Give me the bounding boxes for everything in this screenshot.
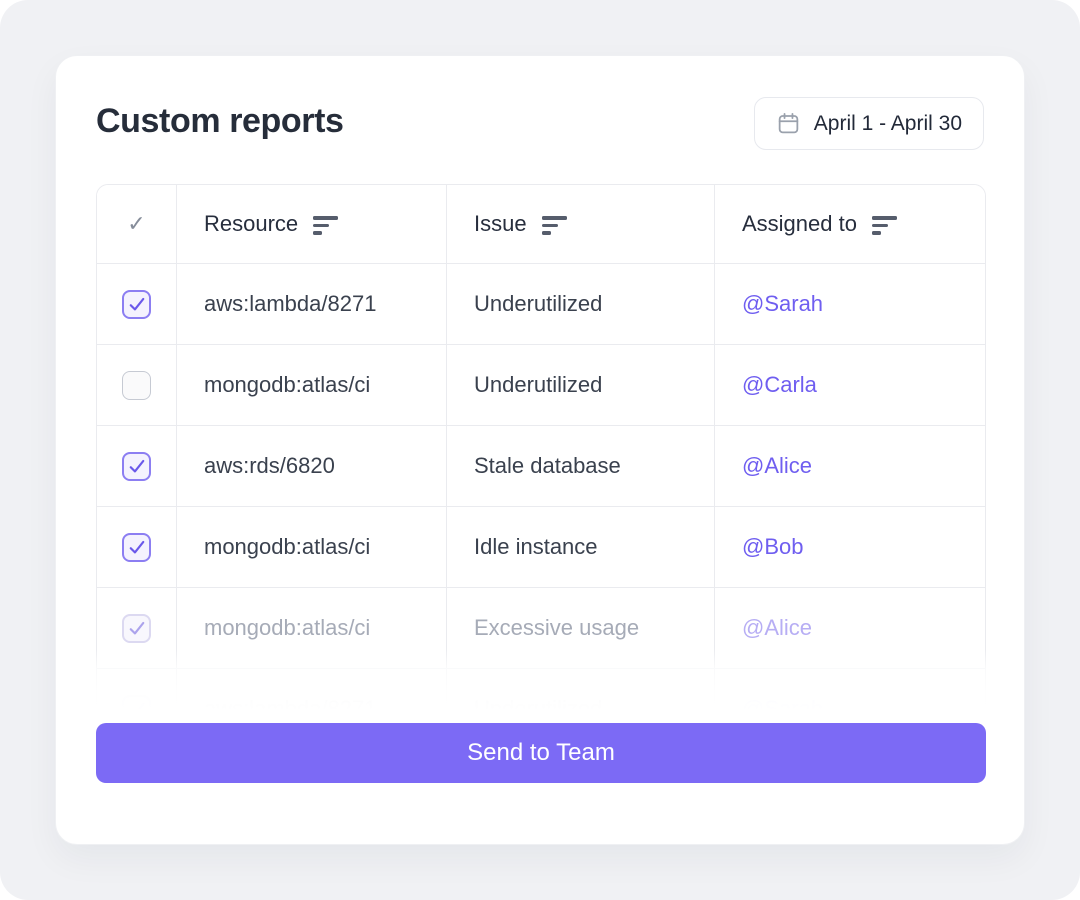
send-to-team-button[interactable]: Send to Team (96, 723, 986, 783)
assignee-link[interactable]: @Alice (742, 453, 813, 478)
sort-icon (313, 216, 339, 235)
checkmark-icon (129, 702, 144, 711)
table-row: aws:rds/6820 Stale database @Alice (97, 426, 985, 507)
assignee-link[interactable]: @Sarah (742, 291, 824, 316)
issue-cell: Underutilized (447, 345, 715, 426)
checkbox-cell (97, 264, 177, 345)
table-row: mongodb:atlas/ci Idle instance @Bob (97, 507, 985, 588)
assigned-cell: @Bob (715, 507, 985, 588)
checkmark-icon (129, 297, 144, 311)
checkbox-cell (97, 588, 177, 669)
checkbox-cell (97, 669, 177, 711)
row-checkbox[interactable] (122, 532, 151, 562)
table-body: aws:lambda/8271 Underutilized @Sarah mon… (97, 264, 985, 711)
assigned-cell: @Carla (715, 345, 985, 426)
calendar-icon (776, 111, 801, 136)
checkmark-icon (129, 621, 144, 635)
row-checkbox[interactable] (122, 370, 151, 400)
custom-reports-card: Custom reports April 1 - April 30 ✓ (55, 55, 1025, 845)
page-title: Custom reports (96, 102, 344, 140)
resource-cell: mongodb:atlas/ci (177, 345, 447, 426)
assigned-cell: @Alice (715, 426, 985, 507)
row-checkbox[interactable] (122, 289, 151, 319)
resource-cell: aws:lambda/8271 (177, 264, 447, 345)
table-row: aws:lambda/8271 Underutilized @Sarah (97, 669, 985, 711)
issue-cell: Underutilized (447, 264, 715, 345)
row-checkbox[interactable] (122, 694, 151, 711)
table-header-row: ✓ Resource Issue Assigned to (97, 185, 985, 264)
row-checkbox[interactable] (122, 613, 151, 643)
assignee-link[interactable]: @Alice (742, 615, 813, 640)
assignee-link[interactable]: @Bob (742, 534, 804, 559)
checkmark-icon (129, 459, 144, 473)
row-checkbox[interactable] (122, 451, 151, 481)
resource-cell: aws:rds/6820 (177, 426, 447, 507)
assigned-cell: @Sarah (715, 264, 985, 345)
issue-cell: Excessive usage (447, 588, 715, 669)
checkbox-cell (97, 507, 177, 588)
table-row: mongodb:atlas/ci Underutilized @Carla (97, 345, 985, 426)
resource-cell: aws:lambda/8271 (177, 669, 447, 711)
checkbox-cell (97, 426, 177, 507)
date-range-button[interactable]: April 1 - April 30 (753, 97, 984, 150)
assigned-cell: @Alice (715, 588, 985, 669)
column-label: Assigned to (742, 211, 857, 236)
column-header-issue[interactable]: Issue (447, 185, 715, 264)
assignee-link[interactable]: @Carla (742, 372, 817, 397)
column-header-resource[interactable]: Resource (177, 185, 447, 264)
select-all-header[interactable]: ✓ (97, 185, 177, 264)
sort-icon (871, 216, 897, 235)
sort-icon (541, 216, 567, 235)
reports-table: ✓ Resource Issue Assigned to (96, 184, 986, 711)
issue-cell: Idle instance (447, 507, 715, 588)
resource-cell: mongodb:atlas/ci (177, 588, 447, 669)
table-row: aws:lambda/8271 Underutilized @Sarah (97, 264, 985, 345)
assigned-cell: @Sarah (715, 669, 985, 711)
issue-cell: Underutilized (447, 669, 715, 711)
checkbox-cell (97, 345, 177, 426)
table-row: mongodb:atlas/ci Excessive usage @Alice (97, 588, 985, 669)
checkmark-icon (129, 540, 144, 554)
column-header-assigned-to[interactable]: Assigned to (715, 185, 985, 264)
date-range-label: April 1 - April 30 (813, 111, 962, 135)
assignee-link[interactable]: @Sarah (742, 696, 824, 711)
select-all-check-icon: ✓ (127, 211, 146, 236)
resource-cell: mongodb:atlas/ci (177, 507, 447, 588)
issue-cell: Stale database (447, 426, 715, 507)
column-label: Issue (474, 211, 527, 236)
column-label: Resource (204, 211, 299, 236)
